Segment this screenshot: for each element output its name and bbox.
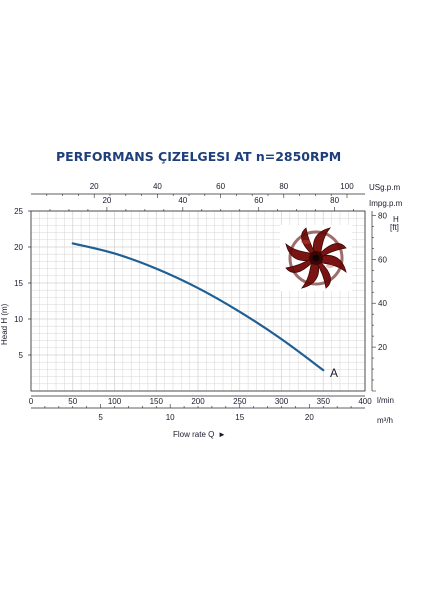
imp-gpm-tick-label: 20 <box>102 196 111 205</box>
impeller-photo <box>280 225 352 291</box>
imp-gpm-unit: Impg.p.m <box>369 199 403 208</box>
right-axis-unit-ft: [ft] <box>390 223 399 232</box>
left-y-tick-label: 10 <box>14 315 23 324</box>
m3h-tick-label: 20 <box>305 413 314 422</box>
right-y-tick-label: 80 <box>378 211 387 220</box>
m3h-unit: m³/h <box>377 416 393 425</box>
plot-frame <box>30 210 366 392</box>
us-gpm-tick-label: 20 <box>90 182 99 191</box>
m3h-tick-label: 10 <box>166 413 175 422</box>
curve-layer <box>71 242 325 372</box>
series-a-curve <box>71 242 325 372</box>
lmin-tick-label: 0 <box>29 397 34 406</box>
series-label-a: A <box>330 366 338 380</box>
lmin-tick-label: 400 <box>358 397 372 406</box>
left-y-tick-label: 25 <box>14 207 23 216</box>
left-y-tick-label: 20 <box>14 243 23 252</box>
x-axis-arrow: ► <box>218 430 226 439</box>
x-axis-title: Flow rate Q <box>173 430 214 439</box>
m3h-tick-label: 15 <box>235 413 244 422</box>
lmin-tick-label: 300 <box>275 397 289 406</box>
right-y-tick-label: 40 <box>378 299 387 308</box>
lmin-tick-label: 200 <box>191 397 205 406</box>
right-y-tick-label: 60 <box>378 255 387 264</box>
us-gpm-tick-label: 40 <box>153 182 162 191</box>
lmin-unit: l/min <box>377 396 394 405</box>
lmin-tick-label: 150 <box>150 397 164 406</box>
lmin-tick-label: 50 <box>68 397 77 406</box>
left-y-tick-label: 5 <box>19 351 24 360</box>
imp-gpm-tick-label: 60 <box>254 196 263 205</box>
us-gpm-unit: USg.p.m <box>369 183 400 192</box>
imp-gpm-tick-label: 40 <box>178 196 187 205</box>
chart-title: PERFORMANS ÇIZELGESI AT n=2850RPM <box>56 149 341 164</box>
y-axis-title: Head H (m) <box>0 303 9 345</box>
left-y-tick-label: 15 <box>14 279 23 288</box>
lmin-tick-label: 350 <box>317 397 331 406</box>
m3h-tick-label: 5 <box>98 413 103 422</box>
lmin-tick-label: 100 <box>108 397 122 406</box>
us-gpm-tick-label: 60 <box>216 182 225 191</box>
us-gpm-tick-label: 80 <box>279 182 288 191</box>
lmin-tick-label: 250 <box>233 397 247 406</box>
axes <box>28 193 376 409</box>
right-y-tick-label: 20 <box>378 343 387 352</box>
right-axis-unit-h: H <box>393 215 399 224</box>
us-gpm-tick-label: 100 <box>340 182 354 191</box>
imp-gpm-tick-label: 80 <box>330 196 339 205</box>
